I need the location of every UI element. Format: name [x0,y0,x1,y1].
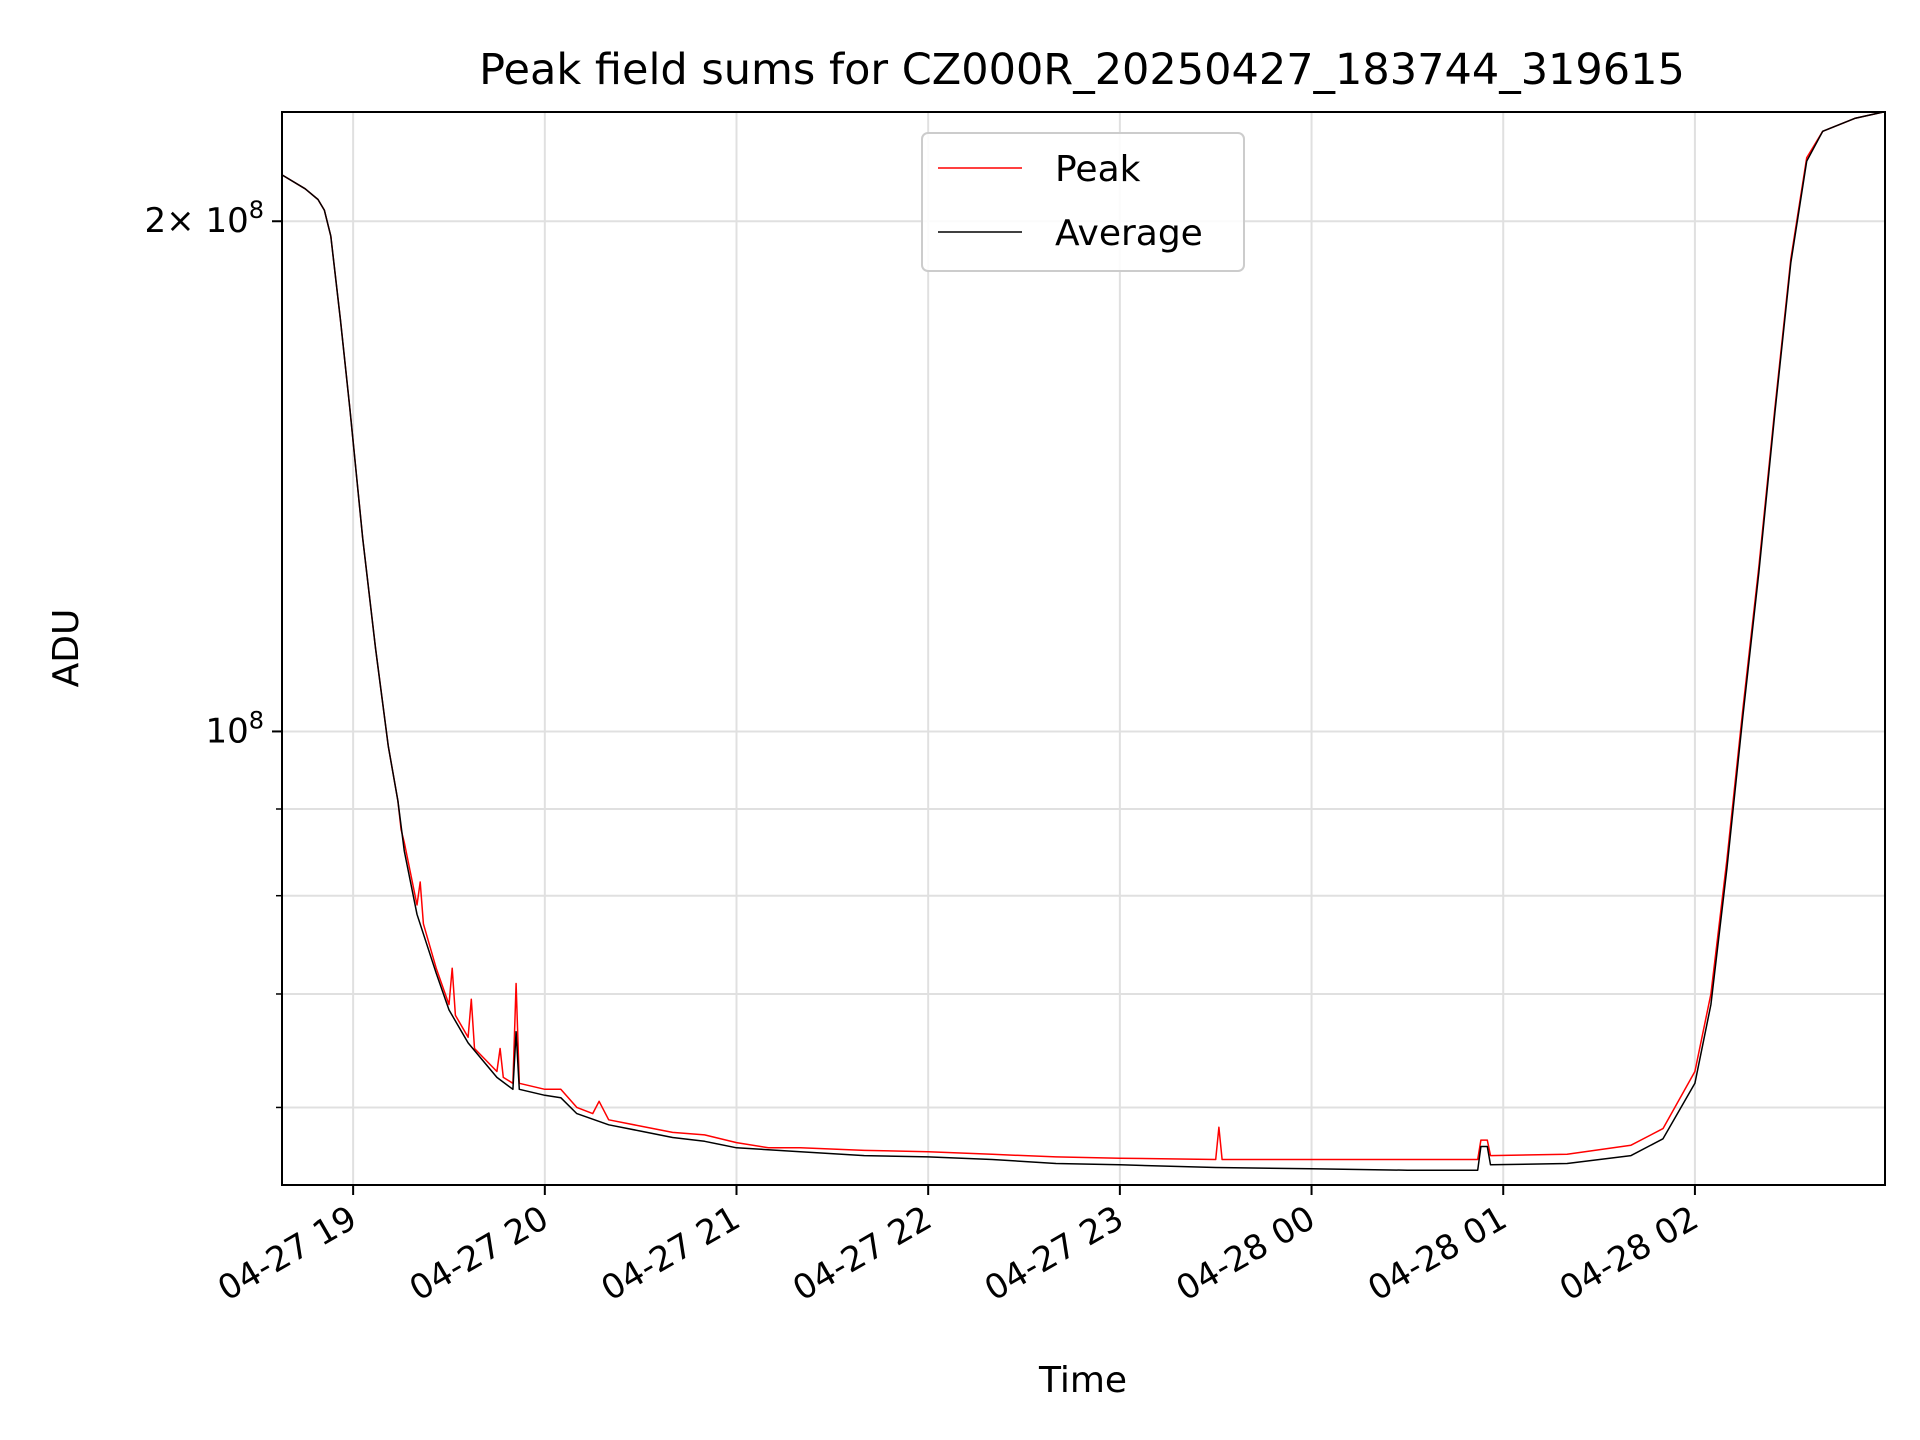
legend-label-peak: Peak [1055,149,1141,190]
x-tick-label: 04-28 02 [1553,1198,1705,1309]
series-layer [281,111,1884,1171]
x-tick-label: 04-27 19 [211,1198,363,1309]
y-axis: 108 2× 108 [145,196,282,1109]
chart-title: Peak field sums for CZ000R_20250427_1837… [479,45,1685,95]
x-tick-label: 04-27 23 [978,1198,1130,1309]
legend: Peak Average [921,132,1245,272]
y-tick-label: 108 [205,706,264,751]
series-line-average [281,111,1884,1171]
x-tick-label: 04-27 20 [403,1198,555,1309]
y-tick-label: 2× 108 [145,196,264,241]
x-tick-label: 04-27 22 [786,1198,938,1309]
x-axis: 04-27 19 04-27 20 04-27 21 04-27 22 04-27 23… [211,1185,1705,1309]
x-tick-label: 04-28 01 [1361,1198,1513,1309]
legend-label-average: Average [1055,213,1203,254]
x-tick-label: 04-28 00 [1170,1198,1322,1309]
x-tick-label: 04-27 21 [595,1198,747,1309]
plot-frame [281,111,1886,1186]
x-axis-title: Time [1038,1360,1127,1401]
grid [282,112,1885,1185]
y-axis-title: ADU [46,609,87,688]
